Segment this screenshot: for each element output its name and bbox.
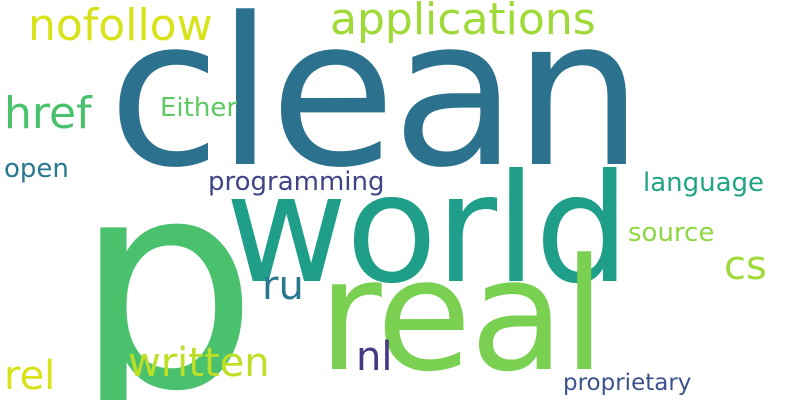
word-clean: clean (108, 0, 643, 213)
word-world: world (225, 143, 630, 317)
word-rel: rel (4, 353, 56, 399)
word-href: href (4, 88, 92, 139)
word-applications: applications (330, 0, 596, 45)
word-written: written (128, 340, 270, 386)
word-nofollow: nofollow (28, 0, 213, 51)
word-proprietary: proprietary (563, 370, 692, 396)
word-open: open (4, 154, 69, 184)
word-either: Either (160, 93, 238, 123)
word-ru: ru (262, 263, 304, 309)
word-cs: cs (724, 243, 767, 289)
word-real: real (318, 225, 606, 400)
word-p: p (74, 118, 259, 400)
word-nl: nl (356, 334, 393, 380)
word-programming: programming (208, 167, 385, 197)
word-source: source (628, 218, 715, 248)
word-language: language (643, 168, 765, 198)
